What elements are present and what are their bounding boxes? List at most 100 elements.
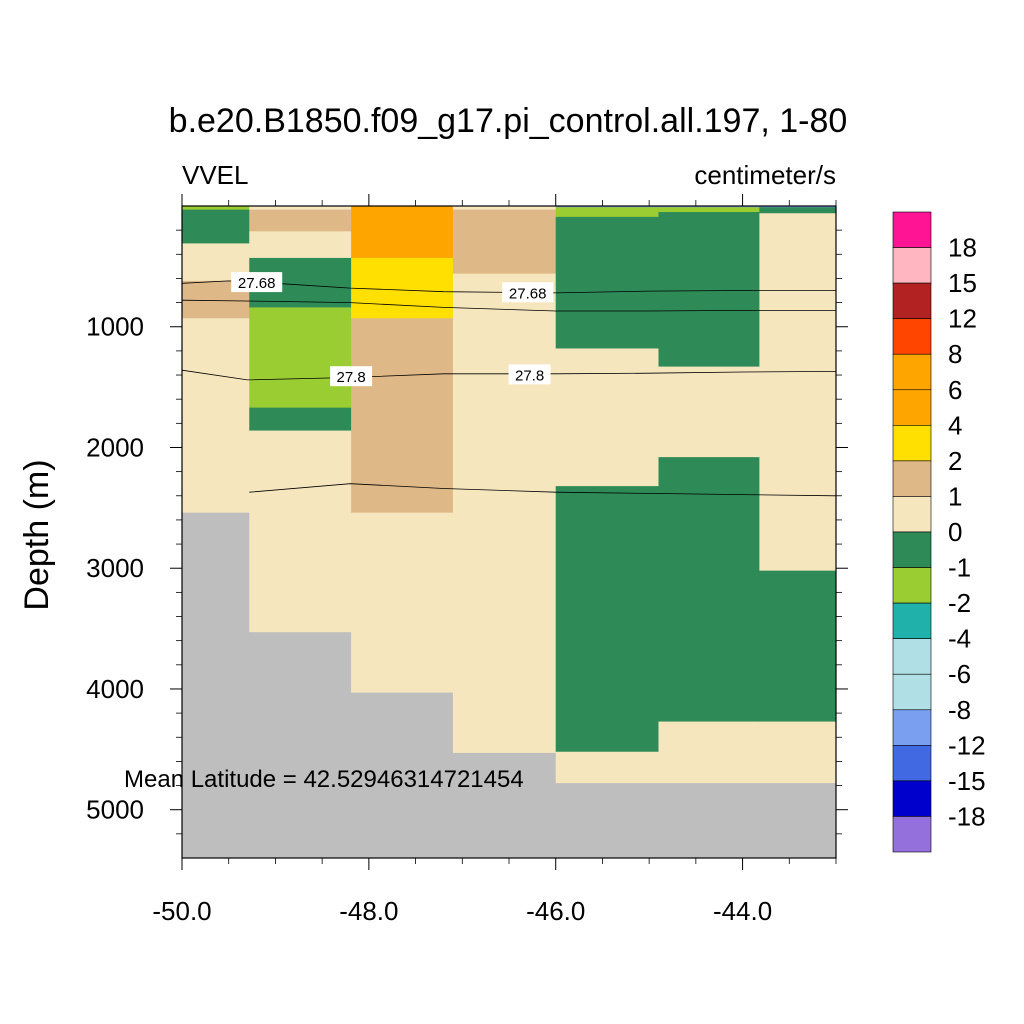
colorbar-swatch: [892, 211, 932, 248]
heatmap-cell: [182, 206, 250, 211]
contour-label-background: [508, 364, 551, 385]
heatmap-cell: [658, 783, 760, 859]
y-tick-label: 1000: [86, 312, 144, 342]
colorbar-swatch: [892, 460, 932, 497]
right-subtitle: centimeter/s: [694, 160, 836, 190]
x-tick-label: -46.0: [526, 896, 585, 926]
heatmap-cell: [452, 206, 557, 211]
heatmap-cell: [249, 430, 352, 633]
contour-label: 27.8: [515, 367, 544, 384]
chart-title: b.e20.B1850.f09_g17.pi_control.all.197, …: [169, 102, 848, 140]
heatmap-cell: [452, 752, 557, 859]
y-tick-label: 3000: [86, 553, 144, 583]
y-axis-label: Depth (m): [18, 459, 56, 610]
contour-label: 27.8: [336, 369, 365, 386]
x-tick-label: -50.0: [152, 896, 211, 926]
heatmap-cell: [658, 721, 760, 784]
colorbar-label: -1: [948, 553, 971, 583]
y-tick-label: 4000: [86, 674, 144, 704]
colorbar-label: 6: [948, 375, 962, 405]
y-tick-label: 2000: [86, 432, 144, 462]
colorbar-label: 8: [948, 339, 962, 369]
contour-label-background: [330, 366, 373, 387]
heatmap-cell: [249, 632, 352, 859]
colorbar-label: -2: [948, 588, 971, 618]
colorbar-swatch: [892, 389, 932, 426]
heatmap-cell: [658, 212, 760, 368]
heatmap-cell: [759, 206, 837, 208]
colorbar-swatch: [892, 353, 932, 391]
colorbar-swatch: [892, 673, 932, 711]
colorbar-label: 4: [948, 410, 962, 440]
colorbar-label: -18: [948, 801, 986, 831]
heatmap-cell: [555, 207, 659, 218]
colorbar-swatch: [892, 602, 932, 639]
heatmap-cell: [452, 273, 557, 754]
heatmap-cell: [249, 206, 352, 211]
colorbar: 18 15 12 8 6 4 2 1 0 -1 -2 -4 -6 -8 -12 -15 -18: [892, 211, 986, 853]
contour-label: 27.68: [509, 285, 547, 302]
heatmap-cell: [759, 570, 837, 723]
heatmap-cell: [182, 318, 250, 514]
contour-label-background: [231, 272, 283, 293]
heatmap-cell: [351, 692, 454, 859]
colorbar-label: 12: [948, 304, 977, 334]
density-contours: 27.68 27.68 27.8 27.8: [181, 272, 837, 497]
heatmap-cell: [759, 783, 837, 859]
contour-label-background: [502, 282, 554, 303]
heatmap-cell: [555, 486, 659, 753]
contour-line: [249, 483, 837, 497]
heatmap-cell: [759, 207, 837, 214]
heatmap-cell: [351, 512, 454, 694]
colorbar-label: -12: [948, 730, 986, 760]
colorbar-swatch: [892, 247, 932, 284]
heatmap-cells: [182, 206, 837, 859]
colorbar-label: 2: [948, 446, 962, 476]
heatmap-cell: [658, 366, 760, 458]
colorbar-swatch: [892, 709, 932, 746]
colorbar-label: 1: [948, 481, 962, 511]
heatmap-cell: [249, 209, 352, 232]
colorbar-swatch: [892, 638, 932, 675]
heatmap-cell: [658, 457, 760, 723]
colorbar-swatch: [892, 745, 932, 782]
colorbar-swatch: [892, 425, 932, 462]
colorbar-label: -4: [948, 624, 971, 654]
colorbar-swatch: [892, 531, 932, 568]
colorbar-label: -15: [948, 766, 986, 796]
colorbar-label: 18: [948, 233, 977, 263]
colorbar-swatch: [892, 318, 932, 355]
colorbar-label: 0: [948, 517, 962, 547]
colorbar-swatch: [892, 780, 932, 817]
heatmap-cell: [249, 307, 352, 409]
contour-line: [181, 369, 837, 381]
left-subtitle: VVEL: [182, 160, 249, 190]
heatmap-cell: [555, 348, 659, 487]
heatmap-cell: [249, 407, 352, 432]
contour-line: [181, 299, 836, 312]
heatmap-cell: [351, 206, 454, 259]
colorbar-swatch: [892, 496, 932, 533]
mean-latitude-annotation: Mean Latitude = 42.52946314721454: [124, 766, 524, 793]
y-tick-label: 5000: [86, 795, 144, 825]
heatmap-cell: [759, 213, 837, 572]
heatmap-cell: [351, 318, 454, 514]
heatmap-cell: [182, 209, 250, 244]
heatmap-cell: [658, 207, 760, 213]
x-tick-label: -48.0: [339, 896, 398, 926]
heatmap-cell: [555, 783, 659, 859]
contour-label: 27.68: [238, 275, 276, 292]
colorbar-swatch: [892, 816, 932, 853]
x-tick-label: -44.0: [713, 896, 772, 926]
heatmap-cell: [249, 231, 352, 259]
heatmap-cell: [555, 216, 659, 349]
heatmap-cell: [452, 209, 557, 275]
colorbar-swatch: [892, 282, 932, 319]
heatmap-cell: [759, 721, 837, 784]
heatmap-cell: [555, 206, 659, 208]
heatmap-cell: [351, 257, 454, 319]
colorbar-swatch: [892, 567, 932, 604]
colorbar-label: -6: [948, 659, 971, 689]
heatmap-cell: [658, 206, 760, 208]
